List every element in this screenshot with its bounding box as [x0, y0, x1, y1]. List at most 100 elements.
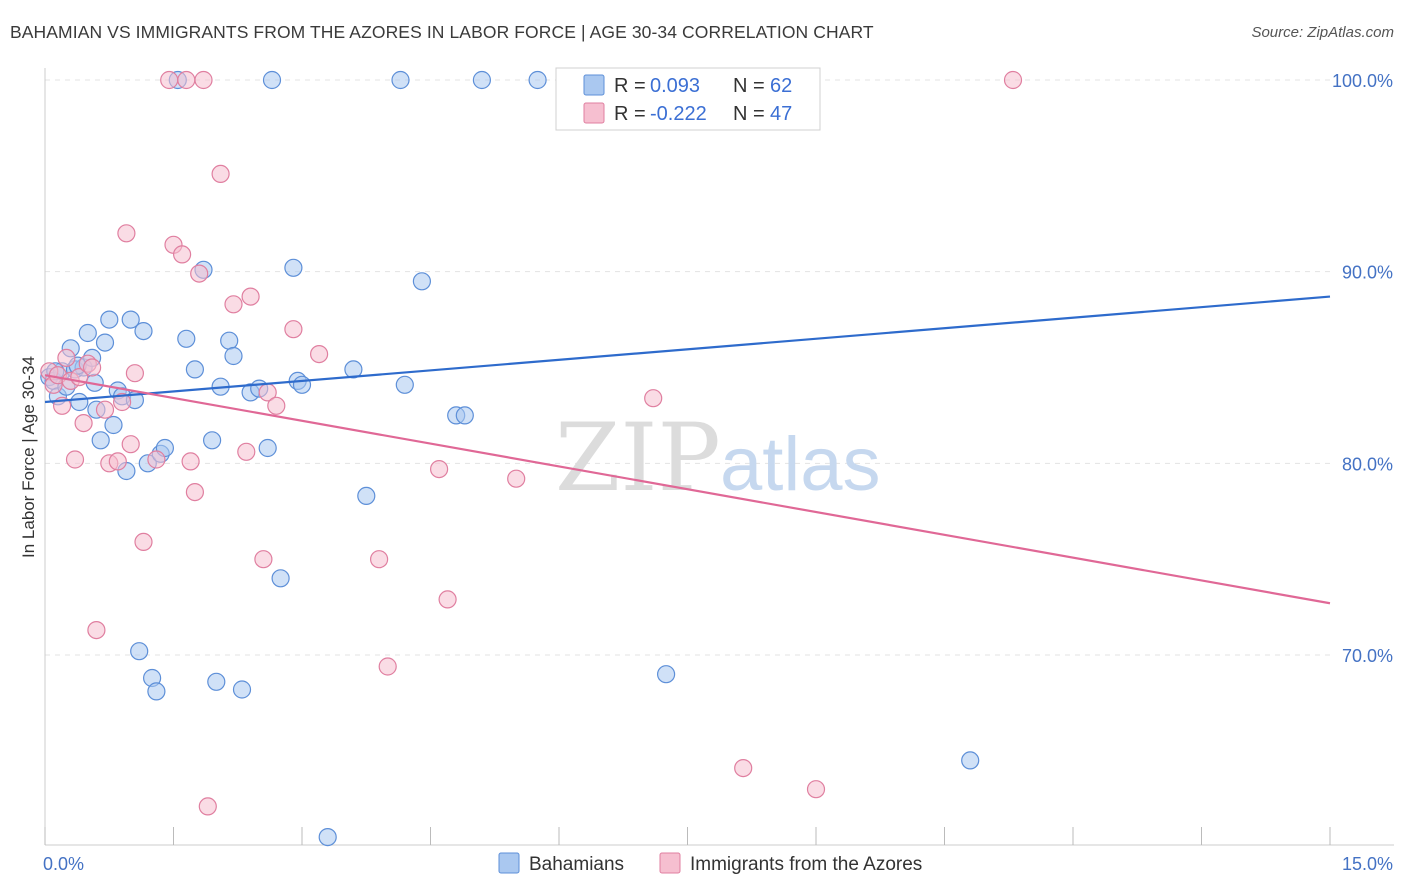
point-azores	[198, 797, 217, 816]
tick-labels: 70.0% 80.0% 90.0% 100.0% 0.0% 15.0%	[43, 71, 1393, 874]
point-azores	[82, 358, 102, 377]
point-bahamians	[232, 680, 252, 699]
scatter-points	[40, 70, 1023, 847]
point-azores	[185, 483, 204, 502]
axes	[44, 68, 1394, 846]
trend-line-azores	[44, 374, 1331, 605]
point-bahamians	[91, 431, 110, 450]
point-azores	[173, 245, 192, 264]
point-azores	[87, 620, 106, 640]
point-bahamians	[292, 375, 312, 394]
grid-lines	[45, 79, 1330, 656]
point-azores	[177, 70, 196, 90]
point-azores	[284, 320, 303, 339]
point-azores	[254, 550, 273, 569]
point-azores	[65, 450, 85, 469]
y-tick-label: 70.0%	[1342, 646, 1393, 666]
watermark-zip: ZIP	[555, 404, 721, 513]
point-azores	[125, 364, 144, 383]
legend-n-value: 47	[770, 103, 792, 125]
chart-title: BAHAMIAN VS IMMIGRANTS FROM THE AZORES I…	[10, 22, 874, 42]
legend-n-label: N =	[733, 75, 765, 97]
point-azores	[237, 442, 256, 461]
legend-n-value: 62	[770, 75, 792, 97]
point-bahamians	[271, 569, 290, 588]
bottom-legend-swatch	[498, 852, 520, 874]
point-bahamians	[78, 323, 97, 343]
point-azores	[74, 414, 93, 433]
point-azores	[310, 345, 329, 364]
point-azores	[194, 70, 213, 90]
legend-n-label: N =	[733, 103, 765, 125]
bottom-legend-swatch	[659, 852, 681, 874]
point-bahamians	[203, 431, 222, 450]
point-bahamians	[147, 682, 166, 701]
point-bahamians	[224, 346, 243, 366]
point-bahamians	[344, 360, 363, 379]
point-azores	[644, 389, 663, 408]
point-bahamians	[220, 331, 239, 350]
legend-r-value: -0.222	[650, 103, 707, 125]
point-bahamians	[472, 70, 491, 90]
x-tick-label: 0.0%	[43, 854, 84, 874]
point-bahamians	[185, 360, 204, 379]
point-bahamians	[262, 70, 282, 90]
point-bahamians	[258, 438, 277, 458]
point-azores	[806, 780, 826, 799]
bottom-legend: Bahamians Immigrants from the Azores	[498, 852, 922, 875]
point-azores	[507, 469, 526, 488]
point-bahamians	[357, 486, 376, 505]
point-bahamians	[284, 258, 303, 277]
legend-r-value: 0.093	[650, 75, 700, 97]
bottom-legend-label: Immigrants from the Azores	[690, 854, 922, 875]
point-azores	[108, 452, 127, 471]
legend-r-label: R =	[614, 75, 646, 97]
point-bahamians	[455, 406, 474, 425]
y-axis-title: In Labor Force | Age 30-34	[19, 356, 38, 558]
point-bahamians	[134, 322, 153, 341]
legend-swatch	[583, 74, 605, 96]
point-azores	[117, 224, 136, 243]
point-azores	[160, 70, 179, 90]
point-bahamians	[95, 333, 115, 352]
point-bahamians	[318, 827, 337, 847]
point-bahamians	[395, 375, 414, 394]
point-azores	[438, 590, 457, 609]
point-azores	[430, 460, 449, 479]
point-bahamians	[121, 310, 140, 329]
point-azores	[121, 435, 140, 454]
point-bahamians	[412, 272, 431, 291]
point-azores	[147, 450, 166, 469]
legend-box: R = 0.093 N = 62 R = -0.222 N = 47	[555, 67, 821, 131]
point-azores	[241, 287, 260, 306]
point-bahamians	[961, 751, 980, 770]
bottom-legend-label: Bahamians	[529, 854, 624, 875]
legend-r-label: R =	[614, 103, 646, 125]
x-tick-label: 15.0%	[1342, 854, 1393, 874]
watermark-atlas: atlas	[720, 422, 881, 507]
point-bahamians	[104, 415, 123, 435]
trend-lines	[44, 295, 1331, 605]
y-tick-label: 80.0%	[1342, 454, 1393, 474]
y-tick-label: 90.0%	[1342, 263, 1393, 283]
y-tick-label: 100.0%	[1332, 71, 1393, 91]
point-azores	[378, 657, 397, 676]
point-bahamians	[391, 70, 410, 90]
point-azores	[370, 550, 389, 569]
point-bahamians	[656, 665, 676, 684]
point-azores	[134, 532, 153, 552]
point-azores	[211, 164, 230, 183]
legend-swatch	[583, 102, 605, 124]
source-note: Source: ZipAtlas.com	[1251, 24, 1394, 41]
trend-line-bahamians	[44, 295, 1331, 404]
point-azores	[267, 396, 286, 415]
point-bahamians	[177, 329, 196, 348]
point-azores	[190, 264, 209, 283]
point-bahamians	[100, 310, 119, 329]
point-bahamians	[130, 642, 149, 661]
point-azores	[1003, 70, 1023, 90]
point-bahamians	[528, 70, 547, 90]
point-bahamians	[207, 672, 226, 691]
point-azores	[181, 452, 200, 471]
